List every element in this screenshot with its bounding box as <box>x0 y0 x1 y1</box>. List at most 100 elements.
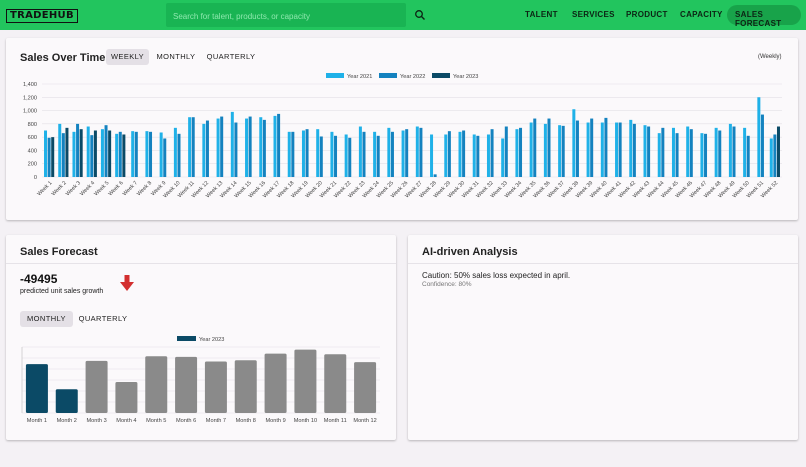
weekly-bar <box>248 116 252 177</box>
search-icon[interactable] <box>414 9 426 21</box>
weekly-bar <box>575 120 579 177</box>
weekly-bar <box>76 123 80 177</box>
weekly-bar <box>604 117 608 177</box>
weekly-bar <box>205 120 209 177</box>
weekly-bar <box>632 123 636 177</box>
tab-monthly[interactable]: MONTHLY <box>156 52 196 61</box>
weekly-bar <box>122 134 126 177</box>
weekly-bar <box>234 122 238 177</box>
weekly-bar <box>145 131 149 177</box>
weekly-bar <box>615 122 619 177</box>
weekly-bar <box>100 129 104 177</box>
x-tick-label: Month 10 <box>294 418 317 424</box>
x-tick-label: Month 7 <box>206 418 226 424</box>
weekly-bar <box>728 123 732 177</box>
weekly-bar <box>533 118 537 177</box>
divider <box>6 263 396 264</box>
nav-sales-forecast[interactable]: SALES FORECAST <box>735 10 782 28</box>
weekly-bar <box>657 133 661 177</box>
forecast-bar <box>324 354 347 413</box>
weekly-bar <box>586 122 590 177</box>
weekly-bar <box>401 130 405 177</box>
weekly-bar <box>447 131 451 177</box>
weekly-bar <box>90 135 94 177</box>
x-tick-label: Month 3 <box>86 418 106 424</box>
x-tick-label: Month 8 <box>236 418 256 424</box>
weekly-bar <box>387 127 391 177</box>
weekly-bar <box>519 127 523 177</box>
x-tick-label: Month 12 <box>353 418 376 424</box>
weekly-bar <box>647 126 651 177</box>
weekly-bar <box>700 133 704 177</box>
x-tick-label: Month 1 <box>27 418 47 424</box>
y-tick-label: 1,000 <box>23 109 37 115</box>
sales-forecast-card: Sales Forecast -49495 predicted unit sal… <box>6 235 396 440</box>
forecast-tab-quarterly[interactable]: QUARTERLY <box>78 314 128 323</box>
y-tick-label: 1,400 <box>23 82 37 88</box>
weekly-bar <box>704 133 708 177</box>
weekly-bar <box>305 129 309 177</box>
weekly-bar <box>572 109 576 177</box>
weekly-bar <box>51 137 55 177</box>
search-input[interactable] <box>166 3 405 29</box>
weekly-bar <box>72 131 76 177</box>
sales-forecast-title: Sales Forecast <box>20 246 98 258</box>
weekly-bar <box>159 132 163 177</box>
y-tick-label: 1,200 <box>23 95 37 101</box>
weekly-bar <box>732 126 736 177</box>
tab-quarterly[interactable]: QUARTERLY <box>206 52 256 61</box>
x-tick-label: Month 2 <box>57 418 77 424</box>
weekly-bar <box>760 114 764 177</box>
nav-product[interactable]: PRODUCT <box>626 10 668 19</box>
weekly-bar <box>661 127 665 177</box>
weekly-bar <box>330 131 334 177</box>
weekly-bar <box>118 131 122 177</box>
weekly-bar <box>163 138 167 177</box>
weekly-bar <box>757 97 761 177</box>
weekly-bar <box>675 133 679 177</box>
weekly-bar <box>115 133 119 177</box>
forecast-bar <box>25 364 48 413</box>
weekly-bar <box>746 135 750 177</box>
weekly-bar <box>773 134 777 177</box>
weekly-bar <box>93 130 97 177</box>
weekly-bar <box>108 130 112 177</box>
legend-swatch <box>379 73 397 78</box>
weekly-bar <box>65 127 69 177</box>
weekly-bar <box>714 127 718 177</box>
weekly-bar <box>629 119 633 177</box>
forecast-chart: Year 2023 Month 1 Month 2 Month 3 Month 4 Mon… <box>21 336 380 424</box>
weekly-bar <box>405 129 409 177</box>
weekly-bar <box>444 134 448 177</box>
weekly-bar <box>458 131 462 177</box>
forecast-bar <box>354 362 377 413</box>
weekly-bar <box>558 125 562 177</box>
tradehub-logo[interactable]: TRADEHUB <box>6 9 78 23</box>
weekly-bar <box>287 131 291 177</box>
legend-swatch <box>177 336 196 341</box>
weekly-bar <box>348 137 352 177</box>
weekly-bar <box>543 123 547 177</box>
weekly-bar <box>462 130 466 177</box>
weekly-bar <box>419 127 423 177</box>
nav-services[interactable]: SERVICES <box>572 10 615 19</box>
nav-capacity[interactable]: CAPACITY <box>680 10 723 19</box>
weekly-bar <box>671 127 675 177</box>
nav-talent[interactable]: TALENT <box>525 10 558 19</box>
weekly-bar <box>501 138 505 177</box>
tab-weekly[interactable]: WEEKLY <box>106 49 149 65</box>
y-tick-label: 400 <box>28 148 37 154</box>
weekly-bar <box>618 122 622 177</box>
forecast-tab-monthly[interactable]: MONTHLY <box>20 311 73 327</box>
weekly-bar <box>58 123 62 177</box>
x-tick-label: Month 11 <box>324 418 347 424</box>
weekly-bar <box>344 134 348 177</box>
weekly-bar <box>334 135 338 177</box>
weekly-bar <box>504 126 508 177</box>
period-label: (Weekly) <box>758 54 782 60</box>
y-tick-label: 0 <box>34 175 37 181</box>
weekly-bar <box>177 133 181 177</box>
weekly-bar <box>547 118 551 177</box>
weekly-bar <box>202 123 206 177</box>
weekly-bar <box>149 131 153 177</box>
